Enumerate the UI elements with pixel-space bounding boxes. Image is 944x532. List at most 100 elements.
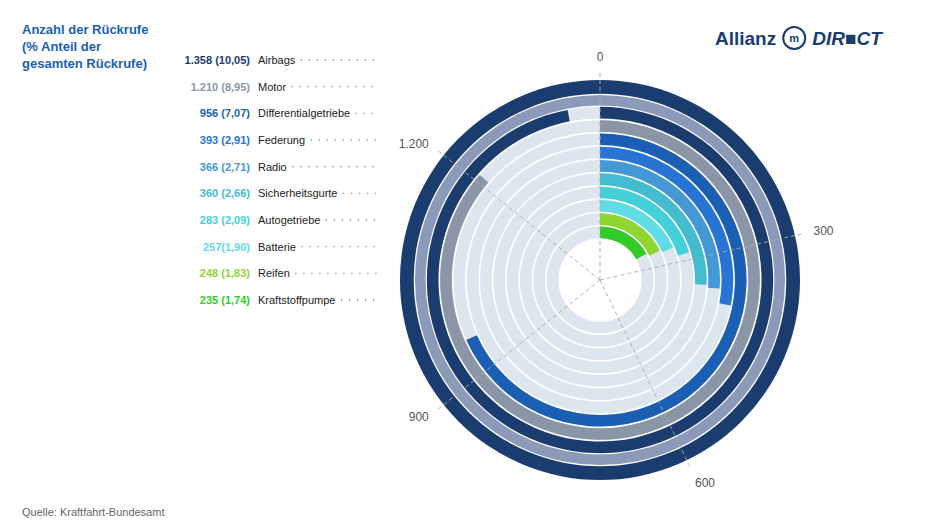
leader-dot <box>340 166 342 168</box>
leader-dot <box>348 166 350 168</box>
data-label: 956 (7,07) <box>200 107 250 119</box>
leader-dot <box>303 272 305 274</box>
leader-dot <box>348 59 350 61</box>
grid-line <box>600 72 601 280</box>
category-label: Airbags <box>258 54 296 66</box>
data-label: 1.210 (8,95) <box>191 81 251 93</box>
category-label: Sicherheitsgurte <box>258 187 338 199</box>
tick-labels: 03006009001.200 <box>399 50 834 490</box>
logo: Allianz m DIR■CT <box>715 27 883 49</box>
leader-dot <box>307 86 309 88</box>
chart: 03006009001.200Anzahl der Rückrufe(% Ant… <box>0 0 944 532</box>
leader-dot <box>371 112 373 114</box>
leader-dot <box>316 59 318 61</box>
leader-dot <box>365 246 367 248</box>
leader-dot <box>309 246 311 248</box>
leader-dot <box>335 272 337 274</box>
leader-dot <box>342 139 344 141</box>
leader-dot <box>300 166 302 168</box>
leader-dot <box>351 192 353 194</box>
leader-dot <box>367 272 369 274</box>
leader-dot <box>341 299 343 301</box>
leader-dot <box>371 86 373 88</box>
data-label: 235 (1,74) <box>200 294 250 306</box>
category-label: Autogetriebe <box>258 214 320 226</box>
grid-line <box>600 280 690 468</box>
data-label: 283 (2,09) <box>200 214 250 226</box>
leader-dot <box>373 299 375 301</box>
leader-dot <box>340 59 342 61</box>
leader-dot <box>325 219 327 221</box>
leader-dot <box>301 246 303 248</box>
title: Anzahl der Rückrufe(% Anteil dergesamten… <box>22 22 148 71</box>
leader-dot <box>365 299 367 301</box>
leader-dot <box>323 86 325 88</box>
bar <box>600 187 689 256</box>
data-label: 366 (2,71) <box>200 161 250 173</box>
leader-dot <box>308 59 310 61</box>
leader-dot <box>351 272 353 274</box>
leader-dot <box>356 59 358 61</box>
bar <box>600 147 733 306</box>
leader-dot <box>319 272 321 274</box>
tick-label: 1.200 <box>399 137 429 151</box>
leader-dot <box>334 139 336 141</box>
leader-dot <box>324 166 326 168</box>
leader-dot <box>372 59 374 61</box>
category-label: Differentialgetriebe <box>258 107 350 119</box>
leader-dot <box>349 299 351 301</box>
leader-dot <box>364 166 366 168</box>
source: Quelle: Kraftfahrt-Bundesamt <box>22 506 164 518</box>
leader-dot <box>347 86 349 88</box>
grid-line <box>600 234 803 280</box>
logo-text: Allianz <box>715 28 776 49</box>
leader-dot <box>358 139 360 141</box>
leader-dot <box>315 86 317 88</box>
leader-dot <box>311 272 313 274</box>
logo-text: m <box>789 32 799 44</box>
leader-dot <box>326 139 328 141</box>
data-label: 248 (1,83) <box>200 267 250 279</box>
leader-dot <box>349 219 351 221</box>
leader-dot <box>363 112 365 114</box>
leader-dot <box>367 192 369 194</box>
category-label: Kraftstoffpumpe <box>258 294 335 306</box>
leader-dot <box>357 219 359 221</box>
leader-dot <box>357 299 359 301</box>
leader-dot <box>350 139 352 141</box>
bar <box>600 160 720 289</box>
leader-dot <box>359 272 361 274</box>
leader-dot <box>310 139 312 141</box>
leader-dot <box>373 246 375 248</box>
leader-dot <box>341 219 343 221</box>
tick-label: 900 <box>409 410 429 424</box>
leader-dot <box>324 59 326 61</box>
leader-dot <box>299 86 301 88</box>
grid-line <box>437 280 600 410</box>
leader-dot <box>372 166 374 168</box>
tick-label: 600 <box>695 476 715 490</box>
bar <box>600 227 646 260</box>
leader-dot <box>325 246 327 248</box>
logo-text: DIR■CT <box>812 28 883 49</box>
leader-dot <box>333 219 335 221</box>
leader-dot <box>333 246 335 248</box>
data-label: 360 (2,66) <box>200 187 250 199</box>
leader-dot <box>300 59 302 61</box>
category-label: Federung <box>258 134 305 146</box>
bar <box>466 133 746 426</box>
data-label: 257(1,90) <box>203 241 250 253</box>
leader-dot <box>373 219 375 221</box>
leader-dot <box>308 166 310 168</box>
data-label: 393 (2,91) <box>200 134 250 146</box>
leader-dot <box>295 272 297 274</box>
data-label: 1.358 (10,05) <box>185 54 251 66</box>
leader-dot <box>366 139 368 141</box>
leader-dot <box>341 246 343 248</box>
leader-dot <box>327 272 329 274</box>
leader-dot <box>339 86 341 88</box>
leader-dot <box>343 192 345 194</box>
leader-dot <box>363 86 365 88</box>
labels: 1.358 (10,05)Airbags1.210 (8,95)Motor956… <box>185 54 377 306</box>
leader-dot <box>349 246 351 248</box>
